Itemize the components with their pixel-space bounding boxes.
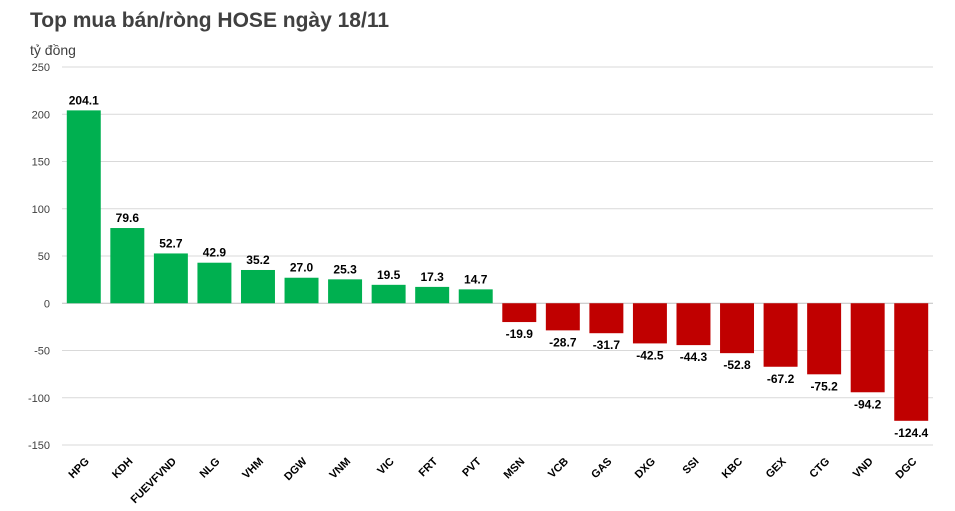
category-label: VIC	[375, 456, 396, 477]
category-label: CTG	[807, 456, 832, 481]
y-tick-label: 150	[32, 157, 50, 169]
bar-ssi	[676, 303, 711, 346]
data-label: 19.5	[377, 268, 401, 282]
bar-vic	[371, 284, 406, 304]
category-label: KBC	[720, 456, 745, 481]
bar-ctg	[807, 303, 842, 375]
data-label: -67.2	[767, 372, 795, 386]
category-label: VHM	[240, 456, 266, 482]
category-label: SSI	[681, 456, 702, 477]
data-label: -19.9	[506, 327, 534, 341]
bar-vnd	[850, 303, 885, 393]
bar-gas	[589, 303, 624, 334]
data-label: 17.3	[420, 270, 444, 284]
grid-lines	[62, 66, 933, 446]
data-label: 35.2	[246, 253, 270, 267]
category-label: FRT	[417, 455, 441, 479]
bar-msn	[502, 303, 537, 323]
category-label: MSN	[502, 456, 528, 482]
bar-gex	[763, 303, 798, 367]
data-label: -75.2	[810, 379, 838, 393]
data-labels: 204.1 79.6 52.7 42.9 35.2 27.0 25.3 19.5 17.3 14.…	[69, 93, 929, 439]
y-tick-label: -50	[34, 346, 50, 358]
bar-hpg	[66, 110, 101, 304]
category-label: VCB	[546, 456, 571, 481]
y-tick-label: -100	[28, 393, 50, 405]
category-label: VNM	[327, 456, 353, 482]
bar-dxg	[632, 303, 667, 344]
bar-nlg	[197, 262, 232, 304]
bar-dgc	[894, 303, 929, 421]
chart-title: Top mua bán/ròng HOSE ngày 18/11	[30, 9, 390, 32]
bars	[66, 110, 929, 421]
data-label: 25.3	[333, 262, 357, 276]
bar-kbc	[720, 303, 755, 354]
data-label: 204.1	[69, 93, 99, 107]
category-label: HPG	[67, 456, 92, 481]
bar-fuevfvnd	[153, 253, 188, 304]
category-label: DGW	[282, 455, 310, 483]
data-label: -42.5	[636, 348, 664, 362]
category-label: NLG	[198, 456, 223, 481]
data-label: -44.3	[680, 350, 708, 364]
data-label: -94.2	[854, 397, 882, 411]
category-label: DGC	[894, 456, 920, 482]
data-label: 42.9	[203, 246, 227, 260]
bar-vhm	[240, 269, 275, 304]
data-label: -124.4	[894, 426, 928, 440]
y-tick-label: -150	[28, 440, 50, 452]
data-label: 52.7	[159, 236, 183, 250]
y-axis-unit-label: tỷ đồng	[30, 42, 76, 58]
bar-vnm	[328, 279, 363, 304]
bar-pvt	[458, 289, 493, 304]
y-tick-label: 50	[38, 251, 50, 263]
y-tick-label: 200	[32, 109, 50, 121]
bar-frt	[415, 286, 450, 304]
bar-kdh	[110, 228, 145, 304]
bar-vcb	[545, 303, 580, 331]
category-label: GEX	[764, 455, 789, 480]
category-label: KDH	[110, 456, 135, 481]
data-label: 79.6	[116, 211, 140, 225]
y-tick-label: 100	[32, 204, 50, 216]
data-label: 14.7	[464, 272, 488, 286]
category-label: GAS	[589, 456, 614, 481]
data-label: -52.8	[723, 358, 751, 372]
y-axis-ticks: 250 200 150 100 50 0 -50 -100 -150	[28, 62, 50, 452]
data-label: 27.0	[290, 261, 314, 275]
category-label: VND	[851, 456, 876, 481]
data-label: -31.7	[593, 338, 621, 352]
y-tick-label: 0	[44, 298, 50, 310]
category-label: FUEVFVND	[129, 456, 179, 506]
y-tick-label: 250	[32, 62, 50, 74]
category-label: DXG	[633, 456, 658, 481]
bar-dgw	[284, 277, 319, 304]
category-label: PVT	[460, 455, 484, 479]
data-label: -28.7	[549, 335, 577, 349]
